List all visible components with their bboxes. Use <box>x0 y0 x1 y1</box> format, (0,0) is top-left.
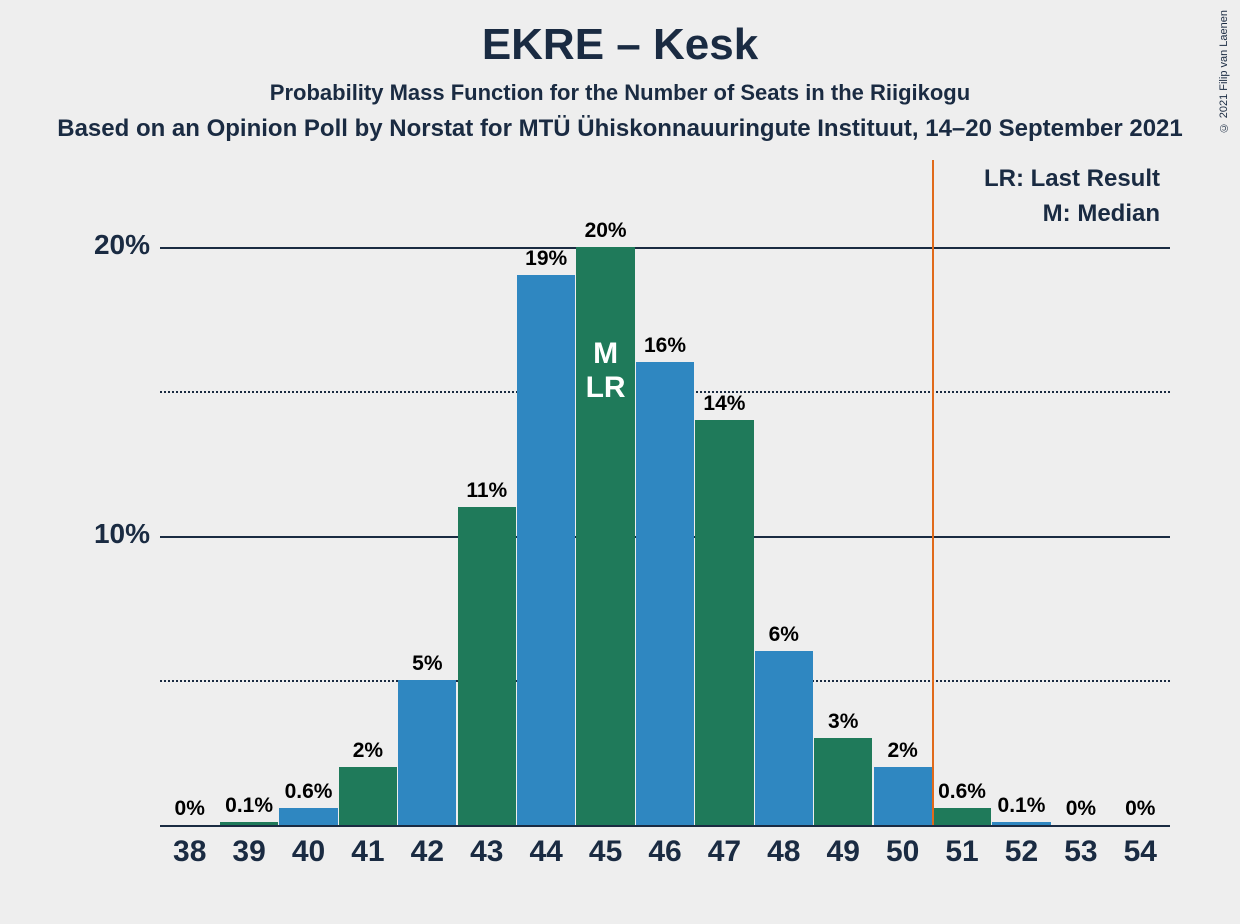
x-tick-label: 52 <box>1005 835 1038 869</box>
bar-value-label: 2% <box>353 739 383 763</box>
x-tick-label: 39 <box>232 835 265 869</box>
bar-value-label: 0.6% <box>938 780 986 804</box>
chart-title: EKRE – Kesk <box>0 20 1240 70</box>
bar-value-label: 0.1% <box>225 794 273 818</box>
bar <box>517 275 575 825</box>
bar-value-label: 16% <box>644 334 686 358</box>
gridline <box>160 247 1170 249</box>
bar-value-label: 20% <box>585 219 627 243</box>
bar <box>576 247 634 825</box>
chart-subtitle-2: Based on an Opinion Poll by Norstat for … <box>0 115 1240 143</box>
median-marker: MLR <box>586 337 626 406</box>
bar <box>220 822 278 825</box>
x-tick-label: 54 <box>1124 835 1157 869</box>
x-tick-label: 53 <box>1064 835 1097 869</box>
bar-value-label: 19% <box>525 247 567 271</box>
bar <box>458 507 516 825</box>
bar <box>992 822 1050 825</box>
bar-value-label: 3% <box>828 710 858 734</box>
x-tick-label: 46 <box>648 835 681 869</box>
chart-area: 10%20%0%380.1%390.6%402%415%4211%4319%44… <box>160 180 1170 825</box>
x-tick-label: 45 <box>589 835 622 869</box>
bar <box>814 738 872 825</box>
bar <box>755 651 813 825</box>
x-tick-label: 40 <box>292 835 325 869</box>
x-tick-label: 51 <box>945 835 978 869</box>
bar-value-label: 14% <box>703 392 745 416</box>
bar <box>933 808 991 825</box>
bar <box>398 680 456 825</box>
bar-value-label: 5% <box>412 652 442 676</box>
x-tick-label: 41 <box>351 835 384 869</box>
x-tick-label: 43 <box>470 835 503 869</box>
x-tick-label: 47 <box>708 835 741 869</box>
bar <box>339 767 397 825</box>
x-tick-label: 48 <box>767 835 800 869</box>
majority-line <box>932 160 934 825</box>
x-tick-label: 42 <box>411 835 444 869</box>
x-tick-label: 44 <box>529 835 562 869</box>
bar-value-label: 0% <box>1066 797 1096 821</box>
bar-value-label: 0% <box>1125 797 1155 821</box>
bar-value-label: 0.6% <box>285 780 333 804</box>
bar-value-label: 2% <box>887 739 917 763</box>
y-tick-label: 20% <box>70 229 150 261</box>
baseline <box>160 825 1170 827</box>
chart-subtitle-1: Probability Mass Function for the Number… <box>0 80 1240 106</box>
bar <box>279 808 337 825</box>
bar <box>636 362 694 825</box>
x-tick-label: 38 <box>173 835 206 869</box>
x-tick-label: 49 <box>827 835 860 869</box>
bar-value-label: 0.1% <box>998 794 1046 818</box>
bar-value-label: 6% <box>769 623 799 647</box>
x-tick-label: 50 <box>886 835 919 869</box>
y-tick-label: 10% <box>70 518 150 550</box>
bar <box>695 420 753 825</box>
plot-area: 10%20%0%380.1%390.6%402%415%4211%4319%44… <box>160 180 1170 825</box>
bar-value-label: 0% <box>175 797 205 821</box>
bar <box>874 767 932 825</box>
bar-value-label: 11% <box>466 479 507 503</box>
